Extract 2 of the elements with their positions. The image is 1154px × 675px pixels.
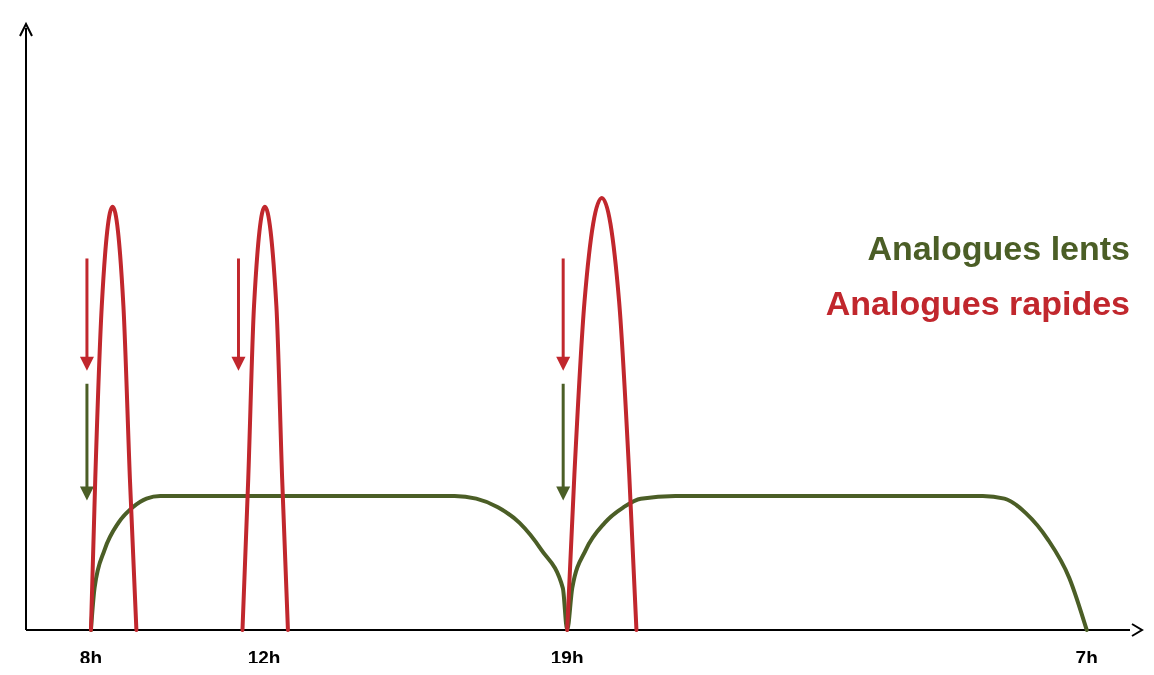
text: Analogues lents [867, 229, 1130, 267]
text: Analogues rapides [825, 284, 1130, 322]
